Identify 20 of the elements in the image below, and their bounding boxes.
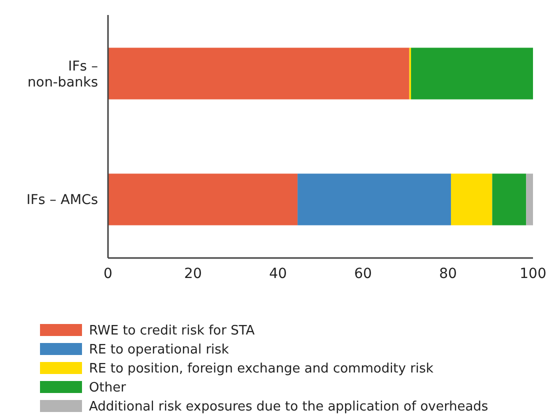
x-tick-label: 60	[354, 266, 372, 282]
bar	[450, 174, 492, 226]
x-tick-label: 0	[104, 266, 112, 282]
bar	[526, 174, 533, 226]
bar	[108, 174, 298, 226]
legend-label: Other	[89, 380, 127, 396]
bar	[411, 48, 533, 100]
legend-label: Additional risk exposures due to the application of overheads	[89, 400, 488, 415]
x-tick-label: 40	[269, 266, 287, 282]
bar	[108, 48, 410, 100]
x-tick-label: 80	[439, 266, 457, 282]
x-tick-label: 20	[184, 266, 202, 282]
legend-label: RE to operational risk	[89, 342, 230, 358]
y-tick-label: IFs – non-banks	[28, 58, 98, 90]
bar	[492, 174, 526, 226]
legend-label: RE to position, foreign exchange and commodity risk	[89, 362, 434, 377]
x-tick-label: 100	[520, 266, 546, 282]
legend-label: RWE to credit risk for STA	[89, 324, 255, 339]
bar	[298, 174, 451, 226]
y-tick-label: IFs – AMCs	[26, 192, 98, 208]
